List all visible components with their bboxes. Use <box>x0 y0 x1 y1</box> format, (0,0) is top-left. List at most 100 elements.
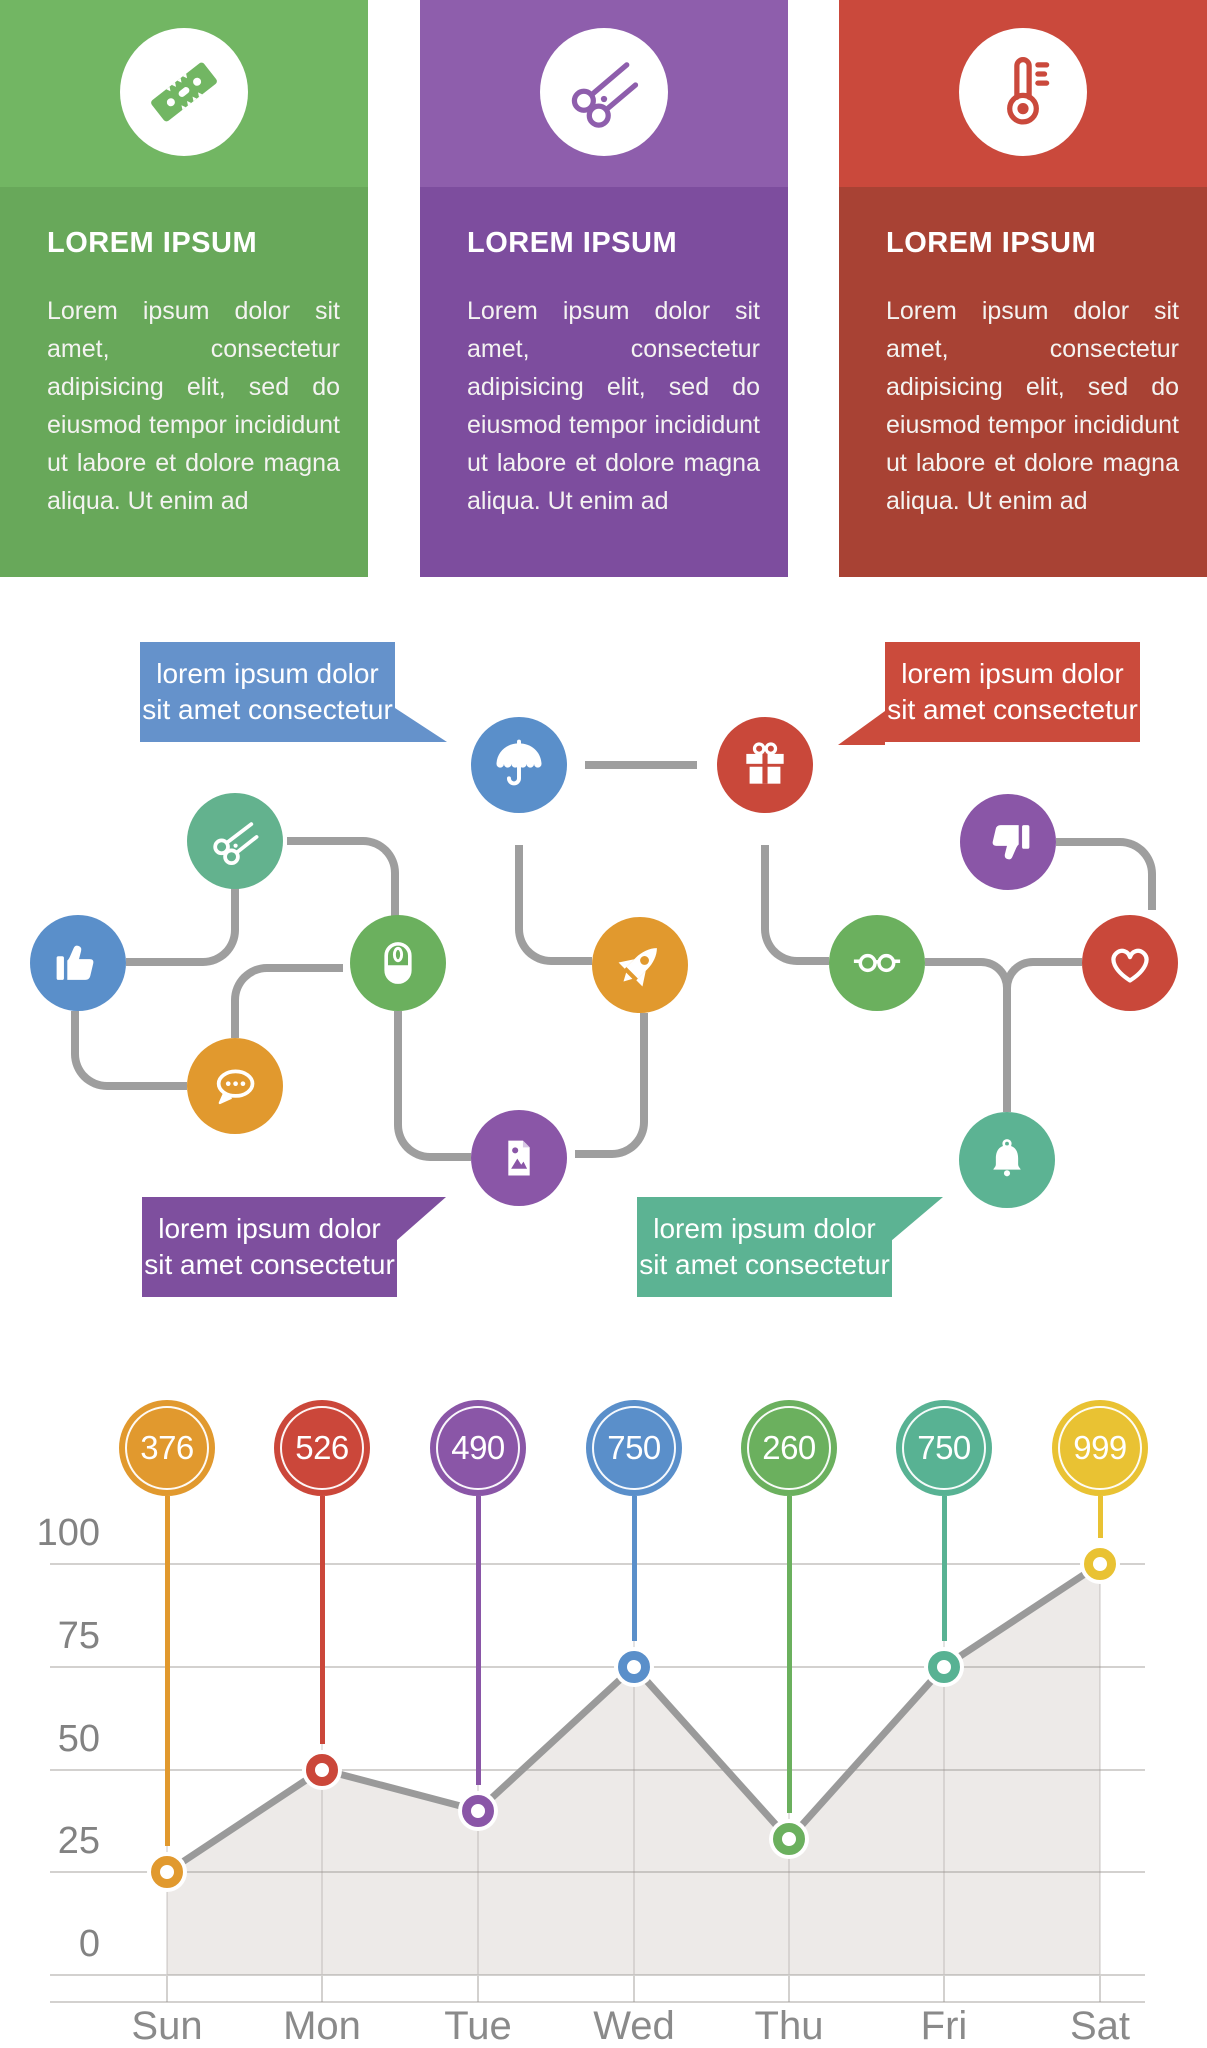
data-point-marker <box>924 1646 964 1687</box>
chart-area-fill <box>167 1564 1100 1975</box>
chart-value-bubble: 376 <box>119 1400 215 1496</box>
bubble-stem <box>786 1496 792 1814</box>
thermometer-icon <box>1007 57 1050 125</box>
speech-bubble-bottom-left: lorem ipsum dolor sit amet consectetur <box>142 1197 397 1297</box>
node-chat <box>187 1038 283 1134</box>
speech-bubble-line: lorem ipsum dolor <box>653 1213 876 1244</box>
axis-tick <box>321 1976 323 2002</box>
card-body-text: Lorem ipsum dolor sit amet, consectetur … <box>47 297 340 515</box>
connector <box>925 958 1011 1016</box>
speech-bubble-tail <box>396 1197 446 1241</box>
chart-value-bubble: 260 <box>741 1400 837 1496</box>
bubble-inner-ring <box>592 1406 676 1490</box>
gridline-horizontal <box>50 1768 1145 1771</box>
x-axis-label: Sat <box>1069 2004 1131 2048</box>
x-axis-label: Wed <box>593 2004 675 2048</box>
bubble-stem <box>941 1496 947 1641</box>
node-bell <box>959 1112 1055 1208</box>
speech-bubble-tail <box>838 711 885 745</box>
node-rocket <box>592 917 688 1013</box>
connector <box>515 845 592 965</box>
connector <box>761 845 829 965</box>
connector <box>1056 838 1156 910</box>
chart-value-bubble: 526 <box>274 1400 370 1496</box>
card-header <box>0 0 368 187</box>
y-axis-label: 0 <box>78 1923 100 1965</box>
data-point-ring <box>773 1823 805 1856</box>
gridline-horizontal <box>50 1563 1145 1565</box>
chart-value-bubble: 750 <box>896 1400 992 1496</box>
y-axis-label: 100 <box>36 1512 100 1554</box>
connector <box>231 964 343 1038</box>
speech-bubble-line: sit amet consectetur <box>144 1249 395 1280</box>
bubble-stem <box>319 1496 325 1744</box>
axis-tick <box>477 1976 479 2002</box>
umbrella-icon <box>496 739 542 786</box>
card-title: LOREM IPSUM <box>886 227 1097 259</box>
x-axis-label: Sun <box>131 2004 203 2048</box>
card-title: LOREM IPSUM <box>467 227 678 259</box>
speech-bubble-line: sit amet consectetur <box>639 1249 890 1280</box>
x-axis-label: Thu <box>754 2004 824 2048</box>
speech-bubble-tail <box>395 708 447 742</box>
data-point-marker <box>458 1790 498 1831</box>
speech-bubble-top-left: lorem ipsum dolor sit amet consectetur <box>140 642 395 742</box>
gridline-horizontal <box>50 1665 1145 1668</box>
gridline-vertical <box>633 1564 635 1974</box>
speech-bubble-line: lorem ipsum dolor <box>156 658 379 689</box>
speech-bubble-line: lorem ipsum dolor <box>158 1213 381 1244</box>
connector <box>71 1011 187 1090</box>
y-axis-label: 25 <box>57 1820 100 1863</box>
bubble-inner-ring <box>125 1406 209 1490</box>
bubble-inner-ring <box>1058 1406 1142 1490</box>
card-body-text: Lorem ipsum dolor sit amet, consectetur … <box>886 297 1179 515</box>
card-header <box>420 0 788 187</box>
connector <box>394 1011 471 1161</box>
x-axis-label: Mon <box>283 2004 361 2048</box>
data-point-marker <box>302 1749 342 1790</box>
node-glasses <box>829 915 925 1011</box>
x-axis-label: Fri <box>920 2004 968 2048</box>
bubble-inner-ring <box>902 1406 986 1490</box>
axis-tick <box>1099 1976 1101 2002</box>
data-point-ring <box>618 1650 650 1683</box>
mouse-icon <box>384 942 412 984</box>
data-point-marker <box>1080 1544 1120 1584</box>
bubble-stem <box>164 1496 170 1847</box>
bubble-stem <box>631 1496 637 1641</box>
connector <box>575 1013 648 1158</box>
data-point-marker <box>614 1646 654 1687</box>
chart-baseline <box>50 2001 1145 2003</box>
y-axis-label: 75 <box>57 1614 100 1657</box>
connector <box>1003 958 1082 1016</box>
heart-icon <box>1111 948 1149 983</box>
info-card-razor: LOREM IPSUM Lorem ipsum dolor sit amet, … <box>0 0 368 577</box>
chart-value-bubble: 750 <box>586 1400 682 1496</box>
data-point-ring <box>1084 1548 1116 1580</box>
node-mouse <box>350 915 446 1011</box>
card-title: LOREM IPSUM <box>47 227 258 259</box>
speech-bubble-tail <box>891 1197 943 1241</box>
card-body-text: Lorem ipsum dolor sit amet, consectetur … <box>467 297 760 515</box>
axis-tick <box>166 1976 168 2002</box>
bubble-inner-ring <box>436 1406 520 1490</box>
node-gift <box>717 717 813 813</box>
chart-value-bubble: 999 <box>1052 1400 1148 1496</box>
speech-bubble-top-right: lorem ipsum dolor sit amet consectetur <box>885 642 1140 742</box>
card-icon-circle <box>959 28 1087 156</box>
node-umbrella <box>471 717 567 813</box>
chat-icon <box>216 1069 255 1105</box>
info-card-thermometer: LOREM IPSUM Lorem ipsum dolor sit amet, … <box>839 0 1207 577</box>
speech-bubble-line: lorem ipsum dolor <box>901 658 1124 689</box>
data-point-ring <box>151 1856 183 1889</box>
speech-bubble-bottom-right: lorem ipsum dolor sit amet consectetur <box>637 1197 892 1297</box>
node-heart <box>1082 915 1178 1011</box>
node-scissors <box>187 793 283 889</box>
card-icon-circle <box>540 28 668 156</box>
axis-tick <box>633 1976 635 2002</box>
connector <box>1003 1010 1011 1112</box>
rocket-icon <box>618 948 657 987</box>
connector <box>287 837 399 919</box>
speech-bubble-line: sit amet consectetur <box>142 694 393 725</box>
